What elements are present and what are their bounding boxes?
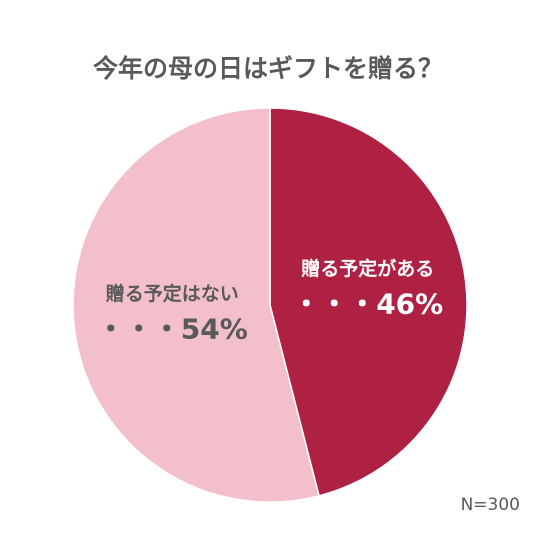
slice-label: 贈る予定がある <box>301 257 434 280</box>
sample-size: N=300 <box>461 495 520 515</box>
slice-value-label: ・・・46% <box>292 288 443 321</box>
slice-value-label: ・・・54% <box>97 312 248 345</box>
pie-slice <box>72 107 320 503</box>
chart-title: 今年の母の日はギフトを贈る？ <box>93 54 443 83</box>
slice-label: 贈る予定はない <box>106 282 239 305</box>
pie-slice <box>269 107 468 497</box>
